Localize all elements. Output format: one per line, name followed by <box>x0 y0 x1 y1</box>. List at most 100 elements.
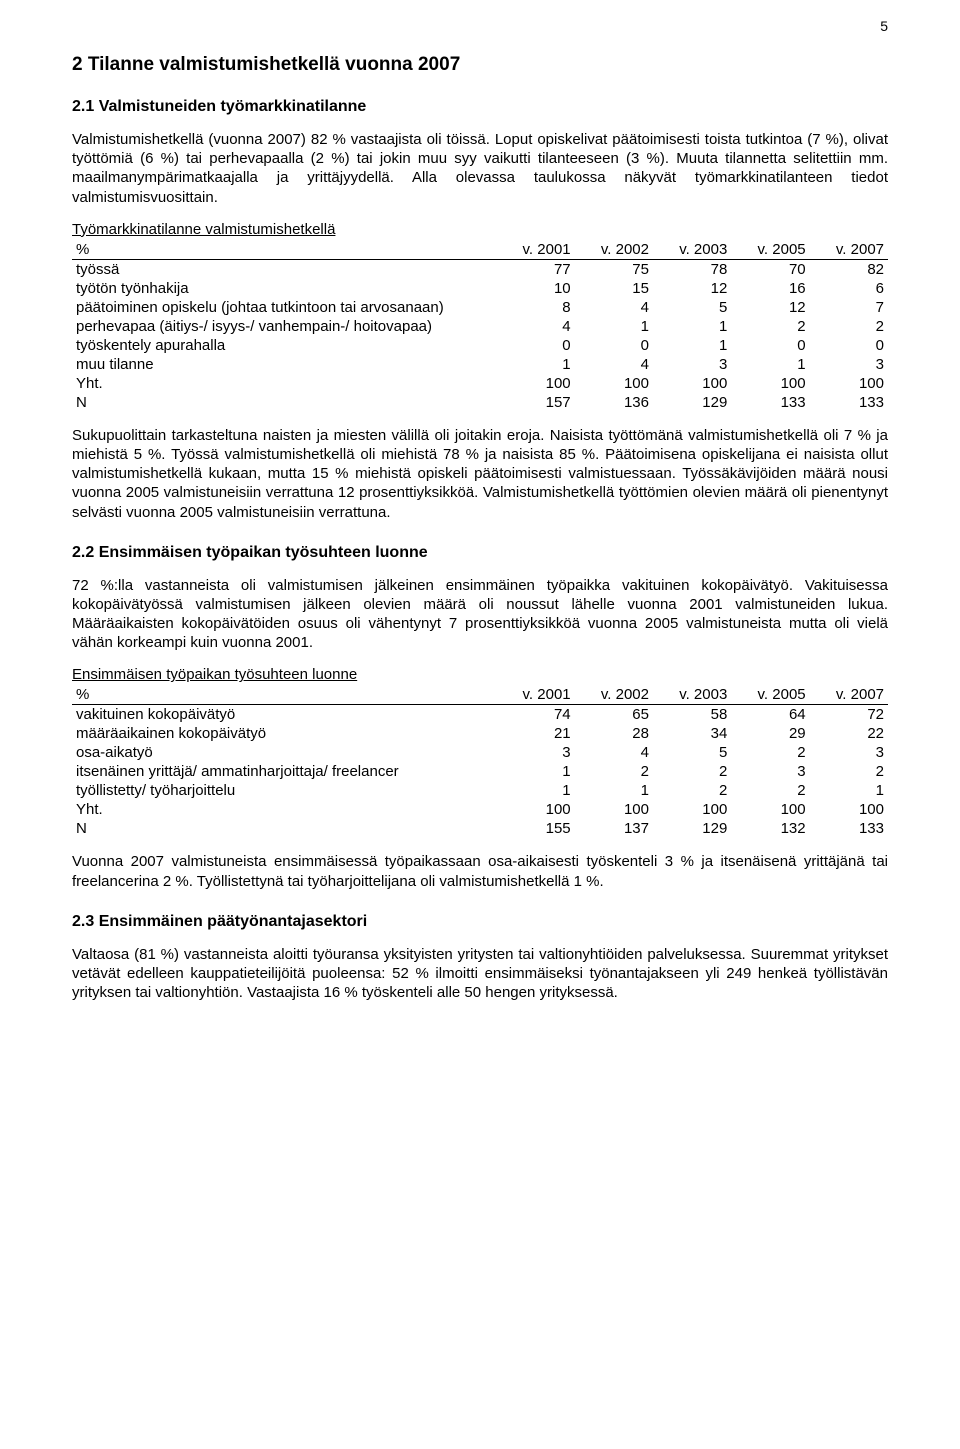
table-cell: muu tilanne <box>72 355 496 374</box>
table-cell: 100 <box>496 800 574 819</box>
table-header-cell: v. 2007 <box>810 240 888 260</box>
table-cell: 129 <box>653 393 731 412</box>
table-header-cell: v. 2002 <box>575 240 653 260</box>
table-cell: 1 <box>731 355 809 374</box>
table-row: osa-aikatyö34523 <box>72 743 888 762</box>
table-cell: 1 <box>496 762 574 781</box>
table-cell: 12 <box>731 298 809 317</box>
table-cell: 28 <box>575 724 653 743</box>
table-cell: 75 <box>575 259 653 279</box>
table-cell: 2 <box>575 762 653 781</box>
table-cell: 3 <box>653 355 731 374</box>
table-1: % v. 2001 v. 2002 v. 2003 v. 2005 v. 200… <box>72 240 888 412</box>
table-cell: 5 <box>653 298 731 317</box>
table-2: % v. 2001 v. 2002 v. 2003 v. 2005 v. 200… <box>72 685 888 838</box>
table-cell: 2 <box>731 317 809 336</box>
table-header-cell: % <box>72 240 496 260</box>
table-cell: perhevapaa (äitiys-/ isyys-/ vanhempain-… <box>72 317 496 336</box>
table-cell: 10 <box>496 279 574 298</box>
table-cell: 12 <box>653 279 731 298</box>
table-row: N157136129133133 <box>72 393 888 412</box>
table-cell: Yht. <box>72 374 496 393</box>
table-cell: 21 <box>496 724 574 743</box>
paragraph-1: Valmistumishetkellä (vuonna 2007) 82 % v… <box>72 130 888 207</box>
table-2-title: Ensimmäisen työpaikan työsuhteen luonne <box>72 666 888 683</box>
table-cell: 1 <box>575 781 653 800</box>
table-cell: 2 <box>810 317 888 336</box>
table-cell: 22 <box>810 724 888 743</box>
table-cell: työtön työnhakija <box>72 279 496 298</box>
table-cell: 65 <box>575 705 653 725</box>
table-row: työtön työnhakija101512166 <box>72 279 888 298</box>
paragraph-5: Valtaosa (81 %) vastanneista aloitti työ… <box>72 945 888 1003</box>
table-row: vakituinen kokopäivätyö7465586472 <box>72 705 888 725</box>
table-cell: 1 <box>653 317 731 336</box>
heading-2-2: 2.2 Ensimmäisen työpaikan työsuhteen luo… <box>72 544 888 562</box>
paragraph-4: Vuonna 2007 valmistuneista ensimmäisessä… <box>72 852 888 890</box>
table-cell: osa-aikatyö <box>72 743 496 762</box>
table-row: N155137129132133 <box>72 819 888 838</box>
table-header-cell: v. 2003 <box>653 685 731 705</box>
table-header-cell: v. 2005 <box>731 685 809 705</box>
table-cell: 15 <box>575 279 653 298</box>
table-cell: 1 <box>496 781 574 800</box>
table-cell: 4 <box>575 743 653 762</box>
table-cell: 100 <box>496 374 574 393</box>
table-row: muu tilanne14313 <box>72 355 888 374</box>
table-cell: 157 <box>496 393 574 412</box>
table-cell: 4 <box>575 355 653 374</box>
table-cell: 1 <box>575 317 653 336</box>
table-cell: N <box>72 819 496 838</box>
table-row: Yht.100100100100100 <box>72 800 888 819</box>
table-cell: 16 <box>731 279 809 298</box>
table-cell: 0 <box>575 336 653 355</box>
table-header-cell: v. 2003 <box>653 240 731 260</box>
table-cell: 78 <box>653 259 731 279</box>
table-cell: 0 <box>496 336 574 355</box>
table-cell: 136 <box>575 393 653 412</box>
paragraph-3: 72 %:lla vastanneista oli valmistumisen … <box>72 576 888 653</box>
table-cell: 8 <box>496 298 574 317</box>
heading-2-3: 2.3 Ensimmäinen päätyönantajasektori <box>72 913 888 931</box>
table-cell: 133 <box>810 393 888 412</box>
table-cell: 2 <box>731 743 809 762</box>
table-cell: 3 <box>810 743 888 762</box>
table-cell: N <box>72 393 496 412</box>
table-cell: 2 <box>810 762 888 781</box>
table-header-cell: % <box>72 685 496 705</box>
table-row: Yht.100100100100100 <box>72 374 888 393</box>
table-cell: 74 <box>496 705 574 725</box>
table-cell: 133 <box>810 819 888 838</box>
paragraph-2: Sukupuolittain tarkasteltuna naisten ja … <box>72 426 888 522</box>
table-header-cell: v. 2001 <box>496 240 574 260</box>
table-row: perhevapaa (äitiys-/ isyys-/ vanhempain-… <box>72 317 888 336</box>
table-cell: 7 <box>810 298 888 317</box>
table-cell: 4 <box>496 317 574 336</box>
table-cell: työskentely apurahalla <box>72 336 496 355</box>
heading-1: 2 Tilanne valmistumishetkellä vuonna 200… <box>72 54 888 76</box>
table-header-cell: v. 2001 <box>496 685 574 705</box>
table-cell: 1 <box>653 336 731 355</box>
table-cell: 2 <box>653 781 731 800</box>
table-header-cell: v. 2007 <box>810 685 888 705</box>
document-page: 5 2 Tilanne valmistumishetkellä vuonna 2… <box>0 0 960 1064</box>
table-cell: 132 <box>731 819 809 838</box>
table-cell: 100 <box>731 800 809 819</box>
table-cell: 29 <box>731 724 809 743</box>
table-1-title: Työmarkkinatilanne valmistumishetkellä <box>72 221 888 238</box>
table-cell: työssä <box>72 259 496 279</box>
table-row: työllistetty/ työharjoittelu11221 <box>72 781 888 800</box>
table-cell: 77 <box>496 259 574 279</box>
table-cell: 100 <box>575 800 653 819</box>
table-cell: 0 <box>810 336 888 355</box>
table-row: määräaikainen kokopäivätyö2128342922 <box>72 724 888 743</box>
table-cell: 100 <box>653 374 731 393</box>
table-header-cell: v. 2005 <box>731 240 809 260</box>
table-cell: 1 <box>810 781 888 800</box>
table-header-row: % v. 2001 v. 2002 v. 2003 v. 2005 v. 200… <box>72 685 888 705</box>
table-cell: 1 <box>496 355 574 374</box>
table-header-row: % v. 2001 v. 2002 v. 2003 v. 2005 v. 200… <box>72 240 888 260</box>
table-cell: 100 <box>810 800 888 819</box>
table-cell: 3 <box>731 762 809 781</box>
table-cell: 3 <box>496 743 574 762</box>
